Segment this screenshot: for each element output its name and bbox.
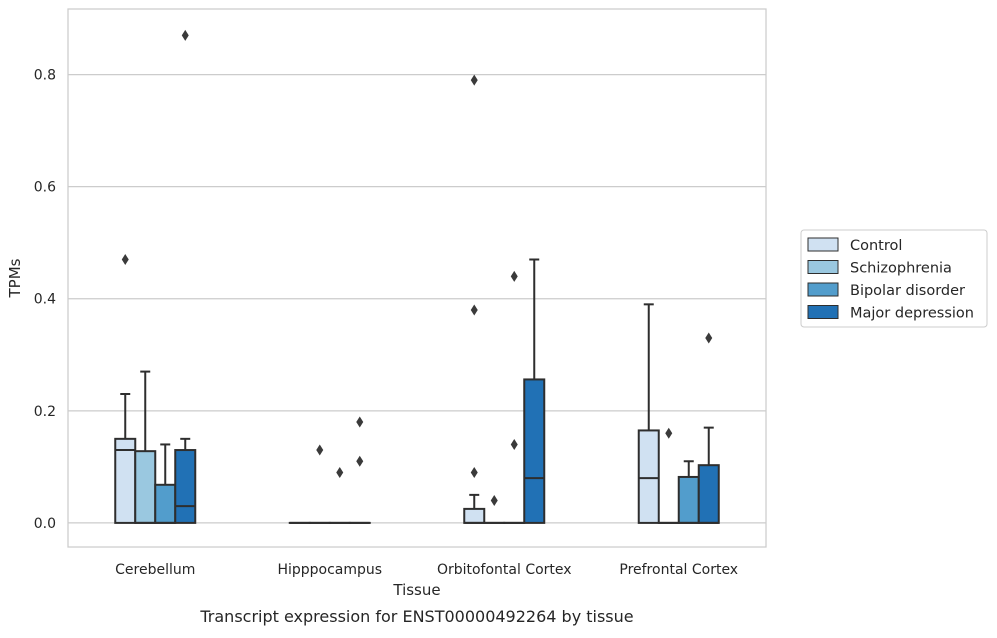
- box: [175, 450, 195, 523]
- box: [155, 485, 175, 523]
- box: [524, 379, 544, 522]
- legend-label: Schizophrenia: [850, 261, 952, 277]
- box: [135, 451, 155, 523]
- y-tick-label: 0.6: [34, 180, 56, 196]
- legend: Control Schizophrenia Bipolar disorder Majo…: [801, 230, 987, 327]
- box: [115, 439, 135, 523]
- box: [699, 465, 719, 523]
- x-tick-label: Prefrontal Cortex: [619, 562, 738, 578]
- box: [639, 430, 659, 522]
- box: [464, 509, 484, 523]
- x-tick-label: Cerebellum: [115, 562, 195, 578]
- legend-swatch: [808, 261, 838, 274]
- legend-swatch: [808, 238, 838, 251]
- y-tick-label: 0.2: [34, 404, 56, 420]
- y-tick-label: 0.8: [34, 68, 56, 84]
- y-tick-label: 0.0: [34, 516, 56, 532]
- box: [679, 477, 699, 523]
- x-axis-title: Tissue: [392, 581, 440, 599]
- figure-caption: Transcript expression for ENST0000049226…: [199, 607, 633, 626]
- x-tick-label: Orbitofontal Cortex: [437, 562, 572, 578]
- legend-swatch: [808, 283, 838, 296]
- legend-label: Major depression: [850, 306, 974, 322]
- y-axis-title: TPMs: [6, 258, 24, 298]
- y-tick-label: 0.4: [34, 292, 56, 308]
- legend-label: Control: [850, 238, 902, 254]
- legend-label: Bipolar disorder: [850, 283, 965, 299]
- legend-swatch: [808, 306, 838, 319]
- x-tick-label: Hipppocampus: [277, 562, 382, 578]
